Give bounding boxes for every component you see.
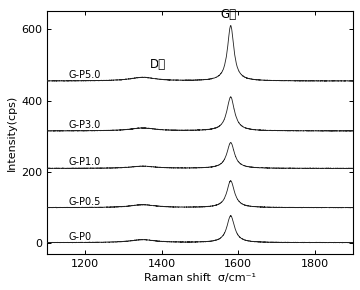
Text: G-P3.0: G-P3.0 [68,120,100,130]
Text: G-P0.5: G-P0.5 [68,197,100,206]
Text: G-P1.0: G-P1.0 [68,157,100,167]
Text: D峰: D峰 [150,58,166,71]
Text: G峰: G峰 [220,8,236,21]
Y-axis label: Intensity(cps): Intensity(cps) [7,95,17,171]
Text: G-P0: G-P0 [68,231,91,242]
Text: G-P5.0: G-P5.0 [68,70,100,80]
X-axis label: Raman shift  σ/cm⁻¹: Raman shift σ/cm⁻¹ [144,273,256,283]
